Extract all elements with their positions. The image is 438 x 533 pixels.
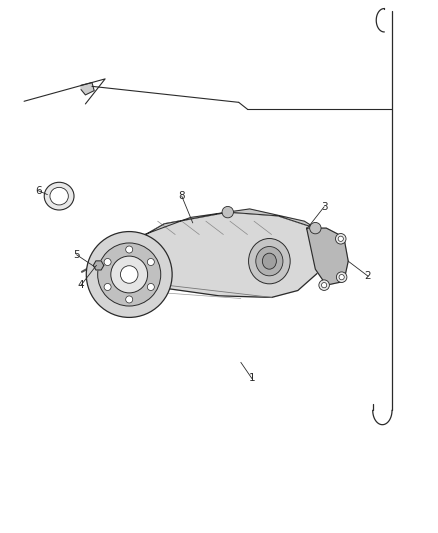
Circle shape bbox=[126, 296, 133, 303]
Circle shape bbox=[126, 246, 133, 253]
Ellipse shape bbox=[50, 187, 68, 205]
Text: 3: 3 bbox=[321, 202, 328, 212]
Polygon shape bbox=[307, 228, 348, 285]
Circle shape bbox=[319, 280, 329, 290]
Text: 6: 6 bbox=[35, 186, 42, 196]
Circle shape bbox=[104, 259, 111, 265]
Circle shape bbox=[124, 238, 135, 250]
Text: 2: 2 bbox=[364, 271, 371, 281]
Polygon shape bbox=[129, 209, 315, 244]
Polygon shape bbox=[93, 261, 104, 270]
Circle shape bbox=[104, 284, 111, 290]
Ellipse shape bbox=[44, 182, 74, 210]
Circle shape bbox=[336, 233, 346, 244]
Circle shape bbox=[321, 282, 327, 288]
Ellipse shape bbox=[249, 239, 290, 284]
Circle shape bbox=[147, 259, 154, 265]
Circle shape bbox=[336, 272, 347, 282]
Text: 1: 1 bbox=[248, 374, 255, 383]
Circle shape bbox=[338, 236, 343, 241]
Polygon shape bbox=[81, 83, 94, 95]
Text: 5: 5 bbox=[73, 250, 80, 260]
Circle shape bbox=[147, 284, 154, 290]
Circle shape bbox=[111, 256, 148, 293]
Circle shape bbox=[222, 206, 233, 218]
Circle shape bbox=[339, 274, 344, 280]
Circle shape bbox=[86, 231, 172, 318]
Circle shape bbox=[310, 222, 321, 234]
Text: 8: 8 bbox=[178, 191, 185, 201]
Polygon shape bbox=[103, 212, 326, 297]
Ellipse shape bbox=[256, 246, 283, 276]
Circle shape bbox=[120, 266, 138, 283]
Text: 4: 4 bbox=[78, 280, 85, 290]
Circle shape bbox=[98, 243, 161, 306]
Ellipse shape bbox=[262, 253, 276, 269]
